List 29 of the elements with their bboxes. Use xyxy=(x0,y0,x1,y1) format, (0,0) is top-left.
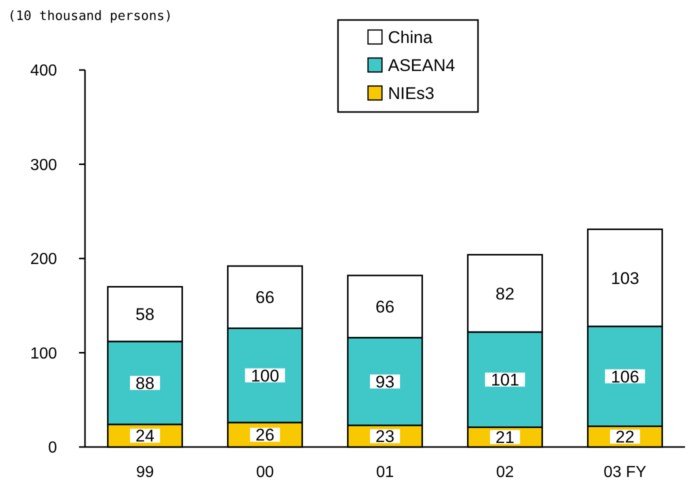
data-label: 66 xyxy=(256,288,274,308)
x-tick-label: 01 xyxy=(376,464,394,481)
y-tick-label: 400 xyxy=(30,62,58,80)
y-tick-label: 200 xyxy=(30,251,58,268)
data-label: 100 xyxy=(250,366,280,386)
x-tick-label: 02 xyxy=(496,464,514,481)
legend-label: China xyxy=(388,28,433,47)
data-label: 58 xyxy=(136,305,154,324)
x-tick-label: 03 FY xyxy=(604,464,647,481)
data-label: 24 xyxy=(136,426,154,446)
y-axis-title: (10 thousand persons) xyxy=(8,9,172,24)
data-label: 106 xyxy=(610,367,640,386)
data-label: 88 xyxy=(136,374,154,393)
y-tick-label: 300 xyxy=(30,156,58,174)
data-label: 93 xyxy=(376,372,394,392)
data-label: 103 xyxy=(610,268,640,288)
y-tick-label: 100 xyxy=(30,345,58,362)
data-label: 101 xyxy=(490,370,520,390)
data-label: 26 xyxy=(256,426,274,445)
data-label: 66 xyxy=(376,298,394,317)
data-label: 22 xyxy=(616,428,634,447)
y-tick-label: 0 xyxy=(48,440,58,457)
legend-label: ASEAN4 xyxy=(388,56,456,75)
data-label: 82 xyxy=(496,284,514,304)
legend-label: NIEs3 xyxy=(388,84,434,103)
x-tick-label: 00 xyxy=(256,464,274,481)
x-tick-label: 99 xyxy=(136,464,154,481)
data-label: 23 xyxy=(376,427,394,446)
data-label: 21 xyxy=(496,428,514,448)
